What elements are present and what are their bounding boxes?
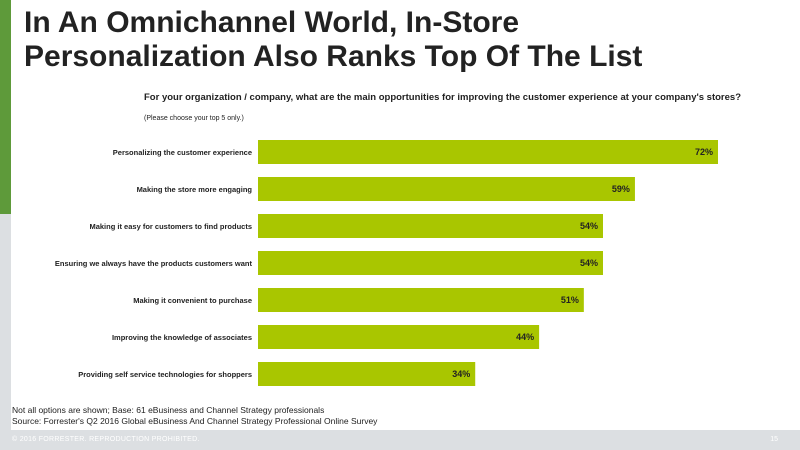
bar xyxy=(258,251,603,275)
category-label: Making it convenient to purchase xyxy=(133,296,252,305)
bar xyxy=(258,140,718,164)
category-label: Providing self service technologies for … xyxy=(78,370,252,379)
category-label: Improving the knowledge of associates xyxy=(112,333,252,342)
value-label: 54% xyxy=(580,221,598,231)
slide-title: In An Omnichannel World, In-Store Person… xyxy=(24,6,784,74)
survey-question: For your organization / company, what ar… xyxy=(144,92,742,103)
bar xyxy=(258,325,540,349)
slide-title-line2: Personalization Also Ranks Top Of The Li… xyxy=(24,40,643,73)
category-label: Ensuring we always have the products cus… xyxy=(55,259,253,268)
bar xyxy=(258,177,635,201)
copyright-text: © 2016 FORRESTER. REPRODUCTION PROHIBITE… xyxy=(12,436,200,443)
value-label: 44% xyxy=(516,332,534,342)
value-label: 72% xyxy=(695,147,713,157)
value-label: 51% xyxy=(561,295,579,305)
accent-bar xyxy=(0,0,11,214)
bar xyxy=(258,288,584,312)
survey-instruction: (Please choose your top 5 only.) xyxy=(144,115,244,122)
category-label: Personalizing the customer experience xyxy=(113,148,252,157)
bar-chart: Personalizing the customer experience 72%… xyxy=(55,140,718,386)
bar xyxy=(258,214,603,238)
footnote: Not all options are shown; Base: 61 eBus… xyxy=(12,405,712,427)
page-number: 15 xyxy=(770,436,778,443)
slide-title-line1: In An Omnichannel World, In-Store xyxy=(24,6,520,39)
footer-bar: © 2016 FORRESTER. REPRODUCTION PROHIBITE… xyxy=(0,430,800,450)
value-label: 59% xyxy=(612,184,630,194)
value-label: 34% xyxy=(452,369,470,379)
footnote-source: Source: Forrester's Q2 2016 Global eBusi… xyxy=(12,416,378,426)
category-label: Making the store more engaging xyxy=(137,185,253,194)
category-label: Making it easy for customers to find pro… xyxy=(89,222,252,231)
value-label: 54% xyxy=(580,258,598,268)
footnote-base: Not all options are shown; Base: 61 eBus… xyxy=(12,405,325,415)
side-strip xyxy=(0,214,11,430)
bar xyxy=(258,362,476,386)
